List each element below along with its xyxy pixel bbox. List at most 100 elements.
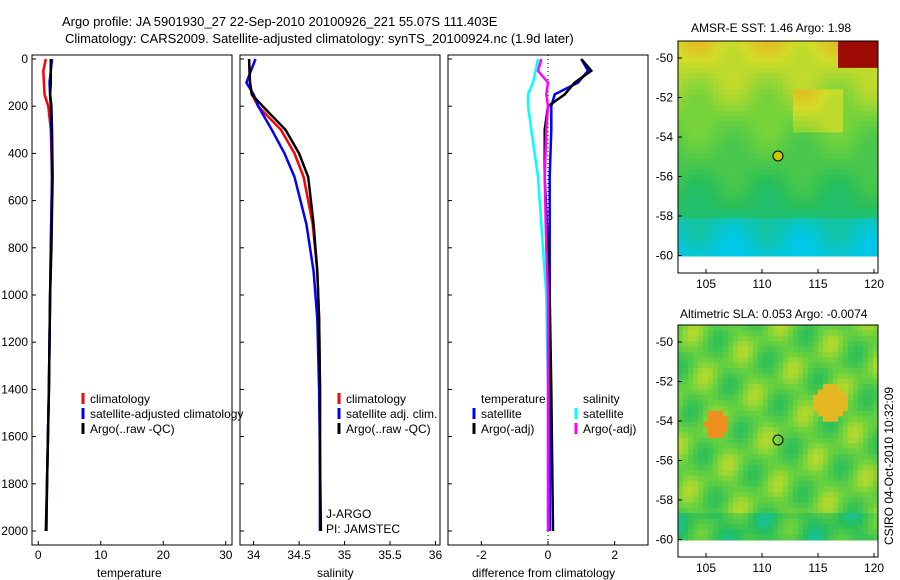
heat-cell: [863, 153, 869, 160]
heat-cell: [833, 41, 839, 47]
heat-cell: [863, 389, 869, 396]
heat-cell: [768, 427, 774, 434]
heat-cell: [753, 459, 759, 466]
heat-cell: [733, 94, 739, 101]
heat-cell: [723, 362, 729, 369]
heat-cell: [833, 357, 839, 364]
heat-cell: [693, 127, 699, 133]
heat-cell: [693, 475, 699, 482]
heat-cell: [848, 346, 854, 353]
heat-cell: [828, 416, 834, 423]
heat-cell: [818, 475, 824, 482]
heat-cell: [763, 170, 769, 176]
heat-cell: [693, 437, 699, 444]
heat-cell: [728, 405, 734, 412]
heat-cell: [848, 67, 854, 74]
heat-cell: [793, 335, 799, 342]
heat-cell: [778, 454, 784, 460]
heat-cell: [683, 351, 689, 358]
heat-cell: [708, 213, 714, 219]
heat-cell: [718, 100, 724, 107]
heat-cell: [798, 175, 804, 182]
heat-cell: [708, 454, 714, 460]
heat-cell: [868, 335, 874, 342]
heat-cell: [853, 432, 859, 439]
heat-cell: [763, 351, 769, 358]
heat-cell: [793, 191, 799, 198]
heat-cell: [863, 325, 869, 331]
heat-cell: [678, 202, 684, 209]
heat-cell: [688, 486, 694, 493]
heat-cell: [773, 459, 779, 466]
temperature-x-axis: 0 10 20 30: [35, 541, 233, 562]
heat-cell: [853, 116, 859, 123]
heat-cell: [838, 534, 844, 541]
heat-cell: [778, 229, 784, 236]
heat-cell: [753, 73, 759, 80]
heat-cell: [758, 78, 764, 85]
heat-cell: [703, 507, 709, 514]
heat-cell: [818, 191, 824, 198]
heat-cell: [808, 143, 814, 150]
heat-cell: [808, 470, 814, 477]
heat-cell: [733, 513, 739, 520]
heat-cell: [853, 186, 859, 193]
heat-cell: [733, 207, 739, 214]
heat-cell: [693, 218, 699, 225]
heat-cell: [783, 239, 789, 246]
heat-cell: [723, 239, 729, 246]
heat-cell: [718, 470, 724, 477]
heat-cell: [778, 116, 784, 123]
heat-cell: [863, 384, 869, 391]
heat-cell: [828, 480, 834, 487]
heat-cell: [793, 46, 799, 53]
heat-cell: [713, 346, 719, 353]
heat-cell: [813, 229, 819, 236]
heat-cell: [863, 480, 869, 487]
heat-cell: [868, 389, 874, 396]
heat-cell: [833, 84, 839, 90]
heat-cell: [808, 170, 814, 176]
heat-cell: [683, 143, 689, 150]
heat-cell: [858, 470, 864, 477]
heat-cell: [773, 51, 779, 58]
heat-cell: [708, 78, 714, 85]
heat-cell: [718, 148, 724, 155]
heat-cell: [718, 229, 724, 236]
heat-cell: [813, 325, 819, 331]
heat-cell: [688, 427, 694, 434]
heat-cell: [698, 523, 704, 530]
heat-cell: [818, 73, 824, 80]
heat-cell: [788, 384, 794, 391]
heat-cell: [713, 202, 719, 209]
heat-cell: [863, 373, 869, 380]
heat-cell: [828, 207, 834, 214]
heat-cell: [858, 110, 864, 117]
heat-cell: [733, 475, 739, 482]
heat-cell: [698, 191, 704, 198]
heat-cell: [773, 78, 779, 85]
heat-cell: [768, 127, 774, 133]
heat-cell: [778, 239, 784, 246]
heat-cell: [778, 394, 784, 401]
heat-cell: [718, 454, 724, 460]
heat-cell: [778, 127, 784, 133]
heat-cell: [873, 57, 879, 64]
heat-cell: [733, 196, 739, 203]
heat-cell: [683, 67, 689, 74]
heat-cell: [813, 46, 819, 53]
heat-cell: [813, 170, 819, 176]
heat-cell: [758, 234, 764, 241]
heat-cell: [818, 223, 824, 230]
heat-cell: [713, 239, 719, 246]
heat-cell: [703, 229, 709, 236]
heat-cell: [718, 518, 724, 525]
heat-cell: [708, 89, 714, 96]
heat-cell: [678, 239, 684, 246]
heat-cell: [728, 78, 734, 85]
heat-cell: [738, 159, 744, 166]
heat-cell: [678, 368, 684, 374]
heat-cell: [738, 432, 744, 439]
heat-cell: [788, 94, 794, 101]
heat-cell: [823, 164, 829, 171]
